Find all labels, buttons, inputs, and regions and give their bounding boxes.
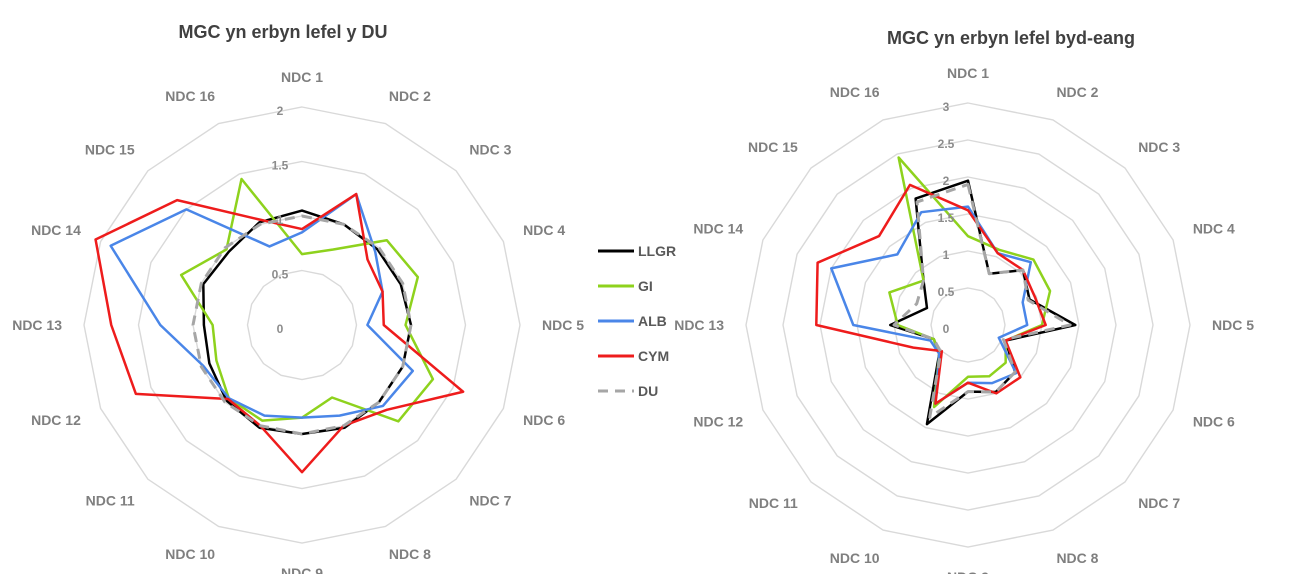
axis-label: NDC 3 [469, 142, 511, 158]
radar-series [815, 156, 1077, 426]
radar-series [94, 177, 465, 474]
axis-label: NDC 2 [1056, 84, 1098, 100]
grid-ring-3 [137, 160, 467, 490]
legend: LLGR GI ALB CYM DU [598, 243, 676, 399]
axis-label: NDC 15 [748, 139, 798, 155]
series-line-cym [94, 192, 465, 474]
tick-label: 1 [277, 213, 284, 227]
axis-label: NDC 12 [693, 413, 743, 429]
legend-label-llgr: LLGR [638, 243, 676, 259]
tick-label: 1.5 [938, 211, 955, 225]
axis-label: NDC 9 [947, 569, 989, 574]
tick-label: 0.5 [938, 285, 955, 299]
radar-grid [83, 106, 521, 544]
tick-labels: 0 0.5 1 1.5 2 [272, 104, 289, 336]
axis-label: NDC 7 [469, 492, 511, 508]
axis-label: NDC 14 [693, 221, 743, 237]
legend-label-du: DU [638, 383, 658, 399]
axis-label: NDC 7 [1138, 495, 1180, 511]
axis-label: NDC 16 [165, 88, 215, 104]
axis-label: NDC 12 [31, 412, 81, 428]
legend-label-alb: ALB [638, 313, 667, 329]
axis-label: NDC 6 [523, 412, 565, 428]
axis-label: NDC 4 [1193, 221, 1235, 237]
axis-label: NDC 8 [1056, 550, 1098, 566]
axis-label: NDC 10 [165, 546, 215, 562]
tick-label: 0 [943, 322, 950, 336]
axis-label: NDC 11 [749, 495, 798, 511]
axis-label: NDC 4 [523, 222, 565, 238]
axis-label: NDC 2 [389, 88, 431, 104]
legend-label-gi: GI [638, 278, 653, 294]
axis-label: NDC 13 [12, 317, 62, 333]
tick-label: 1.5 [272, 159, 289, 173]
radar-grid [745, 102, 1191, 548]
axis-label: NDC 6 [1193, 413, 1235, 429]
grid-ring-3 [856, 213, 1080, 437]
chart-title: MGC yn erbyn lefel byd-eang [887, 28, 1135, 48]
axis-label: NDC 3 [1138, 139, 1180, 155]
tick-label: 0.5 [272, 268, 289, 282]
tick-label: 2 [277, 104, 284, 118]
series-line-cym [815, 183, 1047, 405]
series-line-alb [109, 192, 415, 419]
series-line-du [892, 182, 1072, 419]
grid-ring-6 [745, 102, 1191, 548]
axis-label: NDC 9 [281, 565, 323, 574]
axis-label: NDC 13 [674, 317, 724, 333]
axis-labels: NDC 1 NDC 2 NDC 3 NDC 4 NDC 5 NDC 6 NDC 7 NDC 8… [12, 69, 584, 574]
series-line-du [191, 214, 413, 436]
axis-label: NDC 14 [31, 222, 81, 238]
chart-title: MGC yn erbyn lefel y DU [178, 22, 387, 42]
grid-ring-5 [782, 139, 1154, 511]
tick-label: 3 [943, 100, 950, 114]
axis-label: NDC 5 [542, 317, 584, 333]
axis-label: NDC 5 [1212, 317, 1254, 333]
axis-label: NDC 1 [281, 69, 323, 85]
axis-label: NDC 1 [947, 65, 989, 81]
axis-label: NDC 15 [85, 142, 135, 158]
axis-label: NDC 11 [86, 492, 135, 508]
grid-ring-1 [246, 269, 358, 381]
tick-label: 2.5 [938, 137, 955, 151]
tick-label: 0 [277, 322, 284, 336]
tick-label: 1 [943, 248, 950, 262]
grid-ring-4 [83, 106, 521, 544]
grid-ring-1 [930, 287, 1006, 363]
axis-label: NDC 10 [830, 550, 880, 566]
axis-label: NDC 8 [389, 546, 431, 562]
axis-label: NDC 16 [830, 84, 880, 100]
axis-labels: NDC 1 NDC 2 NDC 3 NDC 4 NDC 5 NDC 6 NDC 7 NDC 8… [674, 65, 1254, 574]
legend-label-cym: CYM [638, 348, 669, 364]
tick-labels: 0 0.5 1 1.5 2 2.5 3 [938, 100, 955, 336]
series-line-gi [888, 156, 1052, 409]
tick-label: 2 [943, 174, 950, 188]
